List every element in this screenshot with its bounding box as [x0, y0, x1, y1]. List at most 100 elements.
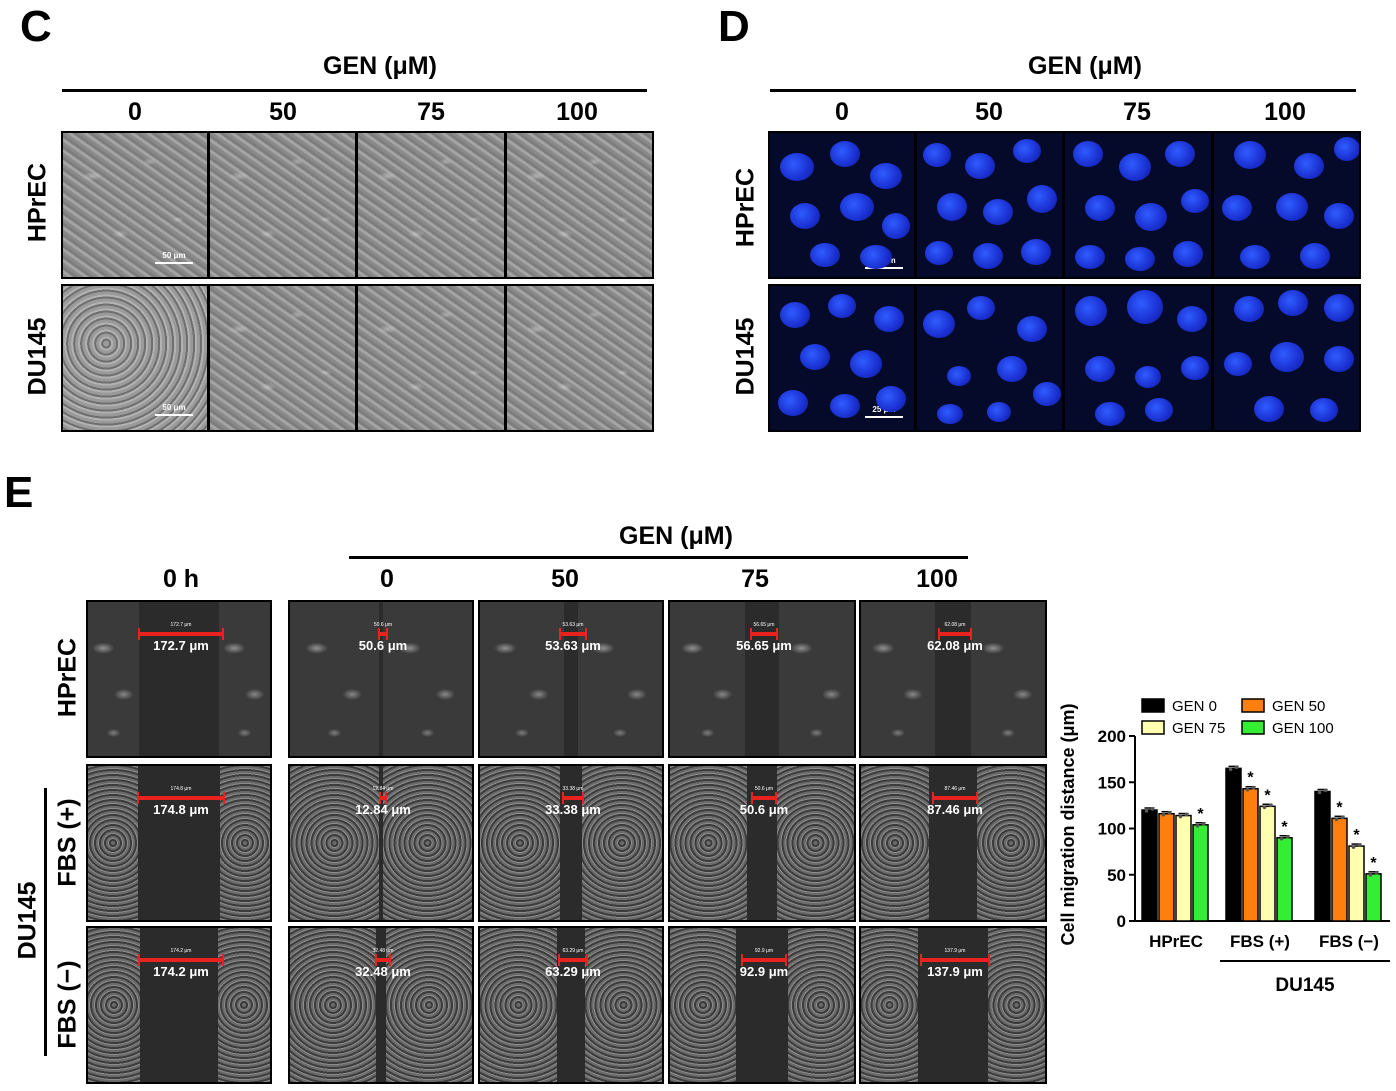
panel-e-image: 33.38 μm 33.38 μm	[478, 764, 664, 922]
wound-width-small-label: 33.38 μm	[562, 786, 584, 792]
panel-e-row-fbs-minus: FBS (−)	[53, 960, 82, 1049]
data-point	[1150, 807, 1155, 811]
wound-width-small-label: 53.63 μm	[562, 622, 584, 628]
panel-c-conc-100: 100	[556, 98, 598, 126]
panel-d-title: GEN (μM)	[1028, 52, 1142, 80]
nucleus	[1254, 396, 1284, 422]
wound-width-small-label: 12.84 μm	[372, 786, 394, 792]
bar	[1192, 824, 1209, 922]
bar	[1141, 809, 1158, 922]
panel-c-row-hprec: HPrEC	[23, 162, 52, 243]
nucleus	[947, 366, 971, 386]
wound-width-label: 174.8 μm	[153, 802, 209, 817]
panel-d-image	[1063, 284, 1213, 432]
panel-c-image	[505, 284, 654, 432]
wound-width-small-label: 32.48 μm	[372, 948, 394, 954]
migration-bar-chart: 0 50 100 150 200 Cell migration distance (μm)…	[1058, 698, 1390, 996]
wound-width-bar	[379, 792, 387, 804]
panel-e-conc-50: 50	[551, 565, 579, 593]
data-point	[1285, 834, 1290, 839]
scale-bar	[865, 416, 903, 418]
panel-e-title: GEN (μM)	[619, 522, 733, 550]
data-point	[1340, 815, 1345, 820]
wound-width-bar	[378, 628, 388, 640]
legend-swatch	[1241, 720, 1265, 735]
panel-d-image: 25 μm	[768, 131, 916, 279]
significance-star: *	[1370, 855, 1377, 872]
cell-layer	[777, 766, 854, 920]
legend-swatch	[1141, 698, 1165, 713]
nucleus	[1013, 139, 1041, 163]
nucleus	[937, 193, 967, 221]
panel-e-image: 53.63 μm 53.63 μm	[478, 600, 664, 758]
panel-c-conc-0: 0	[128, 98, 142, 126]
bar	[1314, 790, 1331, 922]
cell-layer	[386, 928, 472, 1082]
cell-layer	[383, 602, 472, 756]
significance-star: *	[1353, 827, 1360, 844]
cell-layer	[670, 766, 747, 920]
bar	[1158, 812, 1175, 922]
wound-width-label: 50.6 μm	[739, 802, 789, 817]
nucleus	[1300, 243, 1330, 269]
nucleus	[1085, 356, 1115, 382]
panel-e-image: 12.84 μm 12.84 μm	[288, 764, 474, 922]
scale-bar	[155, 414, 193, 416]
legend-label: GEN 75	[1172, 720, 1225, 737]
wound-width-label: 32.48 μm	[355, 964, 411, 979]
panel-e-image: 56.65 μm 56.65 μm	[668, 600, 856, 758]
y-tick-label: 0	[1117, 912, 1126, 931]
data-point	[1178, 814, 1183, 819]
panel-d-image	[1212, 284, 1361, 432]
nucleus	[790, 203, 820, 229]
cell-layer	[582, 766, 662, 920]
nucleus	[1021, 239, 1051, 265]
panel-d-image	[915, 131, 1064, 279]
cell-layer	[88, 602, 139, 756]
panel-d-row-hprec: HPrEC	[731, 167, 760, 248]
cell-layer	[480, 602, 564, 756]
nucleus	[983, 199, 1013, 225]
nucleus	[1127, 290, 1163, 324]
panel-c-title: GEN (μM)	[323, 52, 437, 80]
panel-d-conc-75: 75	[1123, 98, 1151, 126]
wound-width-bar	[938, 628, 972, 640]
wound-width-small-label: 174.8 μm	[170, 786, 192, 792]
panel-d-conc-50: 50	[975, 98, 1003, 126]
nucleus	[1222, 195, 1252, 221]
nucleus	[965, 153, 995, 179]
cell-layer	[578, 602, 662, 756]
nucleus	[810, 243, 840, 267]
cell-layer	[861, 928, 918, 1082]
data-point	[1368, 873, 1373, 877]
cell-layer	[290, 928, 376, 1082]
panel-e-image: 32.48 μm 32.48 μm	[288, 926, 474, 1084]
nucleus	[1334, 137, 1359, 161]
panel-e-conc-100: 100	[916, 565, 958, 593]
nucleus	[1017, 316, 1047, 342]
legend-label: GEN 0	[1172, 698, 1217, 715]
nucleus	[967, 296, 995, 320]
panel-c-label: C	[20, 2, 52, 51]
legend-swatch	[1241, 698, 1265, 713]
data-point	[1357, 843, 1362, 847]
cell-layer	[480, 766, 560, 920]
nucleus	[1240, 245, 1270, 269]
bar	[1365, 873, 1382, 922]
panel-d-conc-0: 0	[835, 98, 849, 126]
panel-e-image: 63.29 μm 63.29 μm	[478, 926, 664, 1084]
panel-e-image: 137.9 μm 137.9 μm	[859, 926, 1047, 1084]
nucleus	[1324, 294, 1354, 322]
nucleus	[1324, 203, 1354, 229]
panel-c-conc-50: 50	[269, 98, 297, 126]
wound-width-small-label: 87.46 μm	[944, 786, 966, 792]
legend-swatch	[1141, 720, 1165, 735]
wound-width-bar	[559, 628, 587, 640]
data-point	[1167, 810, 1172, 815]
wound-width-bar	[138, 954, 224, 966]
nucleus	[1135, 203, 1167, 231]
wound-width-label: 172.7 μm	[153, 638, 209, 653]
cell-layer	[861, 766, 929, 920]
cell-layer	[971, 602, 1045, 756]
wound-width-label: 63.29 μm	[545, 964, 601, 979]
